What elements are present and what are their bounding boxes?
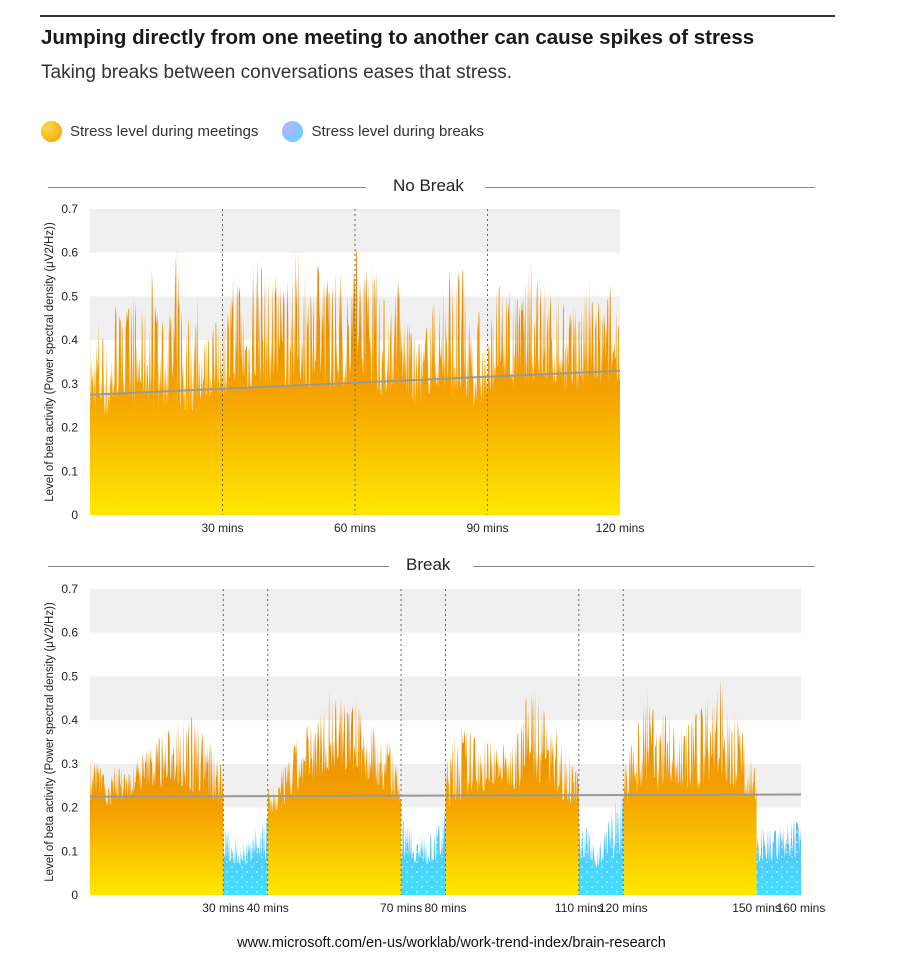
break-ytick-6: 0.6 (61, 626, 78, 640)
nobreak-ytick-4: 0.4 (61, 333, 78, 347)
break-meeting-area-2 (445, 689, 579, 895)
break-ytick-5: 0.5 (61, 669, 78, 683)
nobreak-ytick-7: 0.7 (61, 202, 78, 216)
break-heading: Break (406, 555, 451, 574)
break-xtick-3: 80 mins (424, 901, 466, 915)
chart-title: Jumping directly from one meeting to ano… (41, 26, 755, 49)
break-break-area-3-texture (756, 819, 801, 895)
break-xtick-1: 40 mins (247, 901, 289, 915)
break-meeting-area-0 (90, 717, 224, 895)
nobreak-rule-right (485, 187, 815, 188)
top-rule (40, 15, 835, 17)
break-ytick-4: 0.4 (61, 713, 78, 727)
break-xtick-2: 70 mins (380, 901, 422, 915)
break-ytick-0: 0 (71, 888, 78, 902)
break-ytick-2: 0.2 (61, 801, 78, 815)
legend-label-meetings: Stress level during meetings (70, 123, 259, 140)
nobreak-xtick-1: 60 mins (334, 521, 376, 535)
break-chart: 0 0.1 0.2 0.3 0.4 0.5 0.6 0.7 Level of beta acti… (44, 582, 826, 915)
break-meeting-area-3 (623, 677, 757, 895)
break-trend-line (89, 793, 802, 798)
break-ytick-3: 0.3 (61, 757, 78, 771)
break-xtick-6: 150 mins (732, 901, 781, 915)
nobreak-chart: 0 0.1 0.2 0.3 0.4 0.5 0.6 0.7 Level of beta acti… (44, 202, 645, 535)
meeting-swatch-icon (41, 121, 62, 142)
nobreak-xtick-3: 120 mins (596, 521, 645, 535)
nobreak-xtick-2: 90 mins (466, 521, 508, 535)
break-grid-band-1 (90, 676, 801, 721)
break-xtick-0: 30 mins (202, 901, 244, 915)
break-xtick-7: 160 mins (777, 901, 826, 915)
nobreak-ytick-2: 0.2 (61, 421, 78, 435)
break-rule-right (473, 566, 815, 567)
nobreak-ytick-5: 0.5 (61, 289, 78, 303)
nobreak-ytick-0: 0 (71, 508, 78, 522)
break-ytick-1: 0.1 (61, 844, 78, 858)
nobreak-ylabel: Level of beta activity (Power spectral d… (44, 222, 56, 502)
break-break-area-1-texture (401, 805, 446, 895)
break-break-area-0-texture (223, 815, 268, 895)
break-ytick-7: 0.7 (61, 582, 78, 596)
legend: Stress level during meetings Stress leve… (41, 121, 508, 142)
nobreak-trend-line (89, 369, 621, 396)
nobreak-ytick-6: 0.6 (61, 246, 78, 260)
break-swatch-icon (282, 121, 304, 142)
break-rule-left (48, 566, 389, 567)
chart-subtitle: Taking breaks between conversations ease… (41, 62, 513, 83)
legend-item-breaks: Stress level during breaks (282, 121, 484, 142)
break-ylabel: Level of beta activity (Power spectral d… (44, 602, 56, 882)
break-xtick-4: 110 mins (555, 901, 603, 915)
nobreak-ytick-3: 0.3 (61, 377, 78, 391)
nobreak-ytick-1: 0.1 (61, 464, 78, 478)
break-break-area-2-texture (578, 789, 624, 895)
legend-label-breaks: Stress level during breaks (311, 123, 485, 140)
break-xtick-5: 120 mins (599, 901, 648, 915)
nobreak-rule-left (48, 187, 366, 188)
nobreak-heading: No Break (393, 176, 464, 195)
legend-item-meetings: Stress level during meetings (41, 121, 258, 142)
source-url: www.microsoft.com/en-us/worklab/work-tre… (237, 935, 666, 951)
break-meeting-area-1 (267, 688, 402, 895)
nobreak-xtick-0: 30 mins (201, 521, 243, 535)
